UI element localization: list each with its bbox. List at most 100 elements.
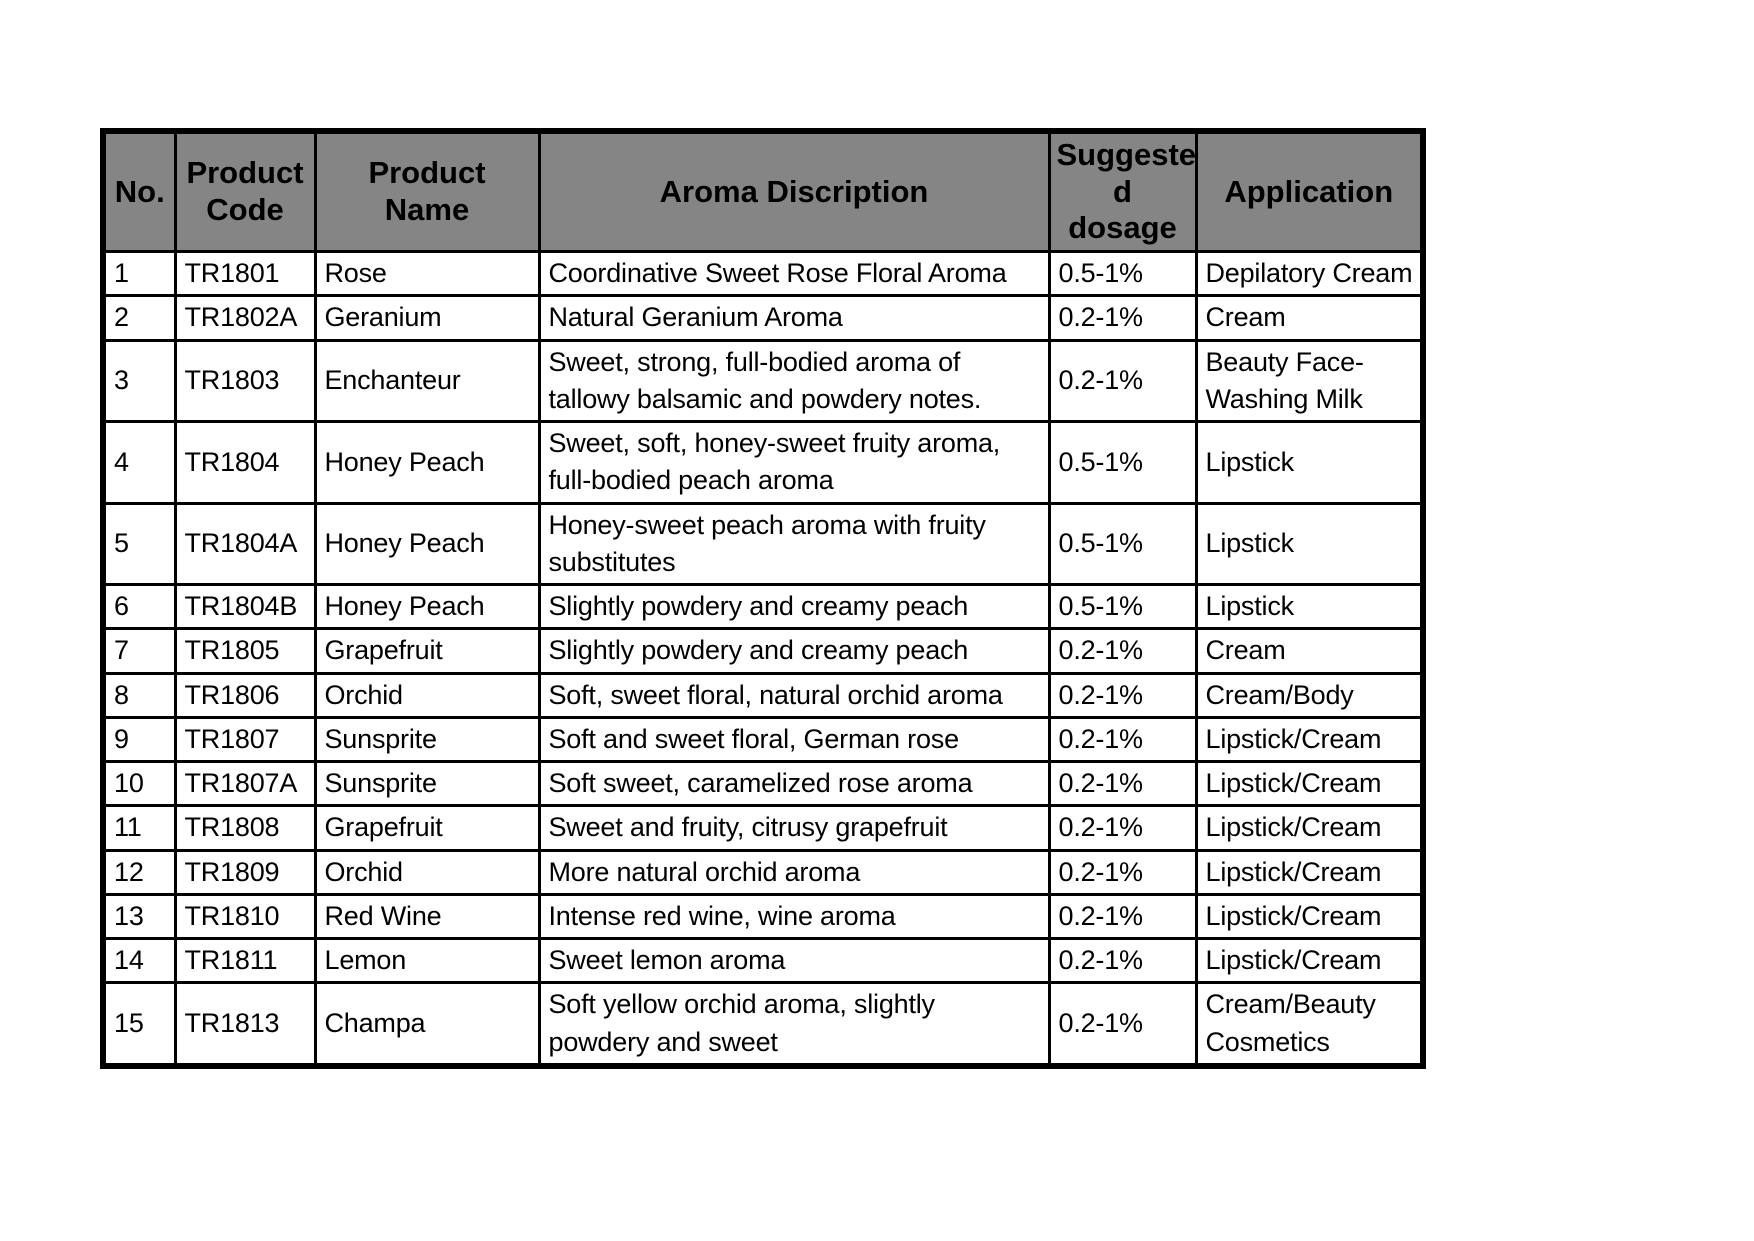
cell-no: 10 — [101, 759, 177, 808]
cell-suggested-dosage: 0.5-1% — [1047, 420, 1198, 505]
cell-no: 8 — [101, 671, 177, 719]
cell-product-code: TR1803 — [173, 338, 317, 423]
cell-product-code: TR1807A — [173, 759, 317, 808]
cell-aroma-description: Soft and sweet floral, German rose — [537, 715, 1051, 764]
cell-application: Cream/Body — [1194, 671, 1425, 719]
cell-product-code: TR1813 — [173, 981, 317, 1068]
cell-aroma-description: Coordinative Sweet Rose Floral Aroma — [537, 249, 1051, 298]
table-row: 11 TR1808 Grapefruit Sweet and fruity, citr… — [101, 804, 1425, 852]
column-header-suggested-dosage: Suggeste d dosage — [1047, 129, 1198, 253]
table-row: 14 TR1811 Lemon Sweet lemon aroma 0.2-1% Lips… — [101, 936, 1425, 985]
cell-product-name: Honey Peach — [313, 420, 541, 505]
table-row: 1 TR1801 Rose Coordinative Sweet Rose Flora… — [101, 249, 1425, 298]
cell-product-code: TR1804A — [173, 501, 317, 586]
cell-application: Cream — [1194, 294, 1425, 342]
cell-product-code: TR1811 — [173, 936, 317, 985]
cell-no: 15 — [101, 981, 177, 1068]
cell-suggested-dosage: 0.5-1% — [1047, 582, 1198, 631]
cell-no: 7 — [101, 627, 177, 675]
cell-no: 3 — [101, 338, 177, 423]
cell-product-name: Geranium — [313, 294, 541, 342]
cell-suggested-dosage: 0.5-1% — [1047, 501, 1198, 586]
cell-no: 14 — [101, 936, 177, 985]
cell-aroma-description: Soft, sweet floral, natural orchid aroma — [537, 671, 1051, 719]
column-header-product-code: Product Code — [173, 129, 317, 253]
cell-aroma-description: Honey-sweet peach aroma with fruity subs… — [537, 501, 1051, 586]
cell-aroma-description: Intense red wine, wine aroma — [537, 892, 1051, 941]
cell-no: 1 — [101, 249, 177, 298]
cell-suggested-dosage: 0.5-1% — [1047, 249, 1198, 298]
table-row: 5 TR1804A Honey Peach Honey-sweet peach aro… — [101, 501, 1425, 586]
cell-suggested-dosage: 0.2-1% — [1047, 981, 1198, 1068]
cell-suggested-dosage: 0.2-1% — [1047, 715, 1198, 764]
cell-product-name: Honey Peach — [313, 582, 541, 631]
cell-no: 13 — [101, 892, 177, 941]
cell-application: Beauty Face-Washing Milk — [1194, 338, 1425, 423]
table-row: 7 TR1805 Grapefruit Slightly powdery and cr… — [101, 627, 1425, 675]
table-row: 13 TR1810 Red Wine Intense red wine, wine a… — [101, 892, 1425, 941]
column-header-application: Application — [1194, 129, 1425, 253]
table-row: 8 TR1806 Orchid Soft, sweet floral, natural… — [101, 671, 1425, 719]
cell-aroma-description: Soft yellow orchid aroma, slightly powde… — [537, 981, 1051, 1068]
cell-product-code: TR1804 — [173, 420, 317, 505]
table-row: 9 TR1807 Sunsprite Soft and sweet floral, G… — [101, 715, 1425, 764]
cell-product-name: Rose — [313, 249, 541, 298]
cell-no: 12 — [101, 848, 177, 896]
header-row: No. Product Code Product Name Aroma Discrip… — [101, 129, 1425, 253]
cell-product-code: TR1807 — [173, 715, 317, 764]
cell-product-code: TR1808 — [173, 804, 317, 852]
cell-aroma-description: Soft sweet, caramelized rose aroma — [537, 759, 1051, 808]
cell-no: 5 — [101, 501, 177, 586]
cell-no: 2 — [101, 294, 177, 342]
table-row: 15 TR1813 Champa Soft yellow orchid aroma, … — [101, 981, 1425, 1068]
cell-aroma-description: Slightly powdery and creamy peach — [537, 627, 1051, 675]
cell-application: Depilatory Cream — [1194, 249, 1425, 298]
cell-product-name: Orchid — [313, 848, 541, 896]
cell-product-code: TR1805 — [173, 627, 317, 675]
cell-aroma-description: Sweet lemon aroma — [537, 936, 1051, 985]
cell-product-name: Honey Peach — [313, 501, 541, 586]
cell-no: 9 — [101, 715, 177, 764]
cell-suggested-dosage: 0.2-1% — [1047, 936, 1198, 985]
cell-product-code: TR1806 — [173, 671, 317, 719]
column-header-no: No. — [101, 129, 177, 253]
cell-no: 4 — [101, 420, 177, 505]
cell-product-name: Sunsprite — [313, 759, 541, 808]
cell-product-name: Enchanteur — [313, 338, 541, 423]
table-row: 4 TR1804 Honey Peach Sweet, soft, honey-swe… — [101, 420, 1425, 505]
cell-suggested-dosage: 0.2-1% — [1047, 671, 1198, 719]
cell-product-name: Orchid — [313, 671, 541, 719]
cell-suggested-dosage: 0.2-1% — [1047, 294, 1198, 342]
cell-product-name: Lemon — [313, 936, 541, 985]
cell-application: Lipstick — [1194, 582, 1425, 631]
cell-product-name: Champa — [313, 981, 541, 1068]
table-row: 6 TR1804B Honey Peach Slightly powdery and … — [101, 582, 1425, 631]
cell-application: Lipstick/Cream — [1194, 936, 1425, 985]
cell-product-name: Sunsprite — [313, 715, 541, 764]
cell-aroma-description: Slightly powdery and creamy peach — [537, 582, 1051, 631]
cell-aroma-description: Sweet, soft, honey-sweet fruity aroma, f… — [537, 420, 1051, 505]
cell-application: Cream/Beauty Cosmetics — [1194, 981, 1425, 1068]
cell-product-name: Grapefruit — [313, 804, 541, 852]
cell-aroma-description: More natural orchid aroma — [537, 848, 1051, 896]
cell-product-code: TR1801 — [173, 249, 317, 298]
cell-product-name: Grapefruit — [313, 627, 541, 675]
cell-aroma-description: Sweet and fruity, citrusy grapefruit — [537, 804, 1051, 852]
cell-suggested-dosage: 0.2-1% — [1047, 759, 1198, 808]
table-row: 10 TR1807A Sunsprite Soft sweet, caramelize… — [101, 759, 1425, 808]
cell-product-code: TR1809 — [173, 848, 317, 896]
cell-suggested-dosage: 0.2-1% — [1047, 804, 1198, 852]
cell-no: 11 — [101, 804, 177, 852]
table-row: 2 TR1802A Geranium Natural Geranium Aroma 0.… — [101, 294, 1425, 342]
cell-product-code: TR1810 — [173, 892, 317, 941]
column-header-aroma-description: Aroma Discription — [537, 129, 1051, 253]
table-body: 1 TR1801 Rose Coordinative Sweet Rose Flora… — [101, 249, 1425, 1068]
cell-suggested-dosage: 0.2-1% — [1047, 338, 1198, 423]
cell-application: Lipstick/Cream — [1194, 759, 1425, 808]
cell-suggested-dosage: 0.2-1% — [1047, 892, 1198, 941]
cell-application: Lipstick/Cream — [1194, 848, 1425, 896]
cell-application: Lipstick/Cream — [1194, 892, 1425, 941]
cell-suggested-dosage: 0.2-1% — [1047, 848, 1198, 896]
cell-application: Lipstick/Cream — [1194, 804, 1425, 852]
